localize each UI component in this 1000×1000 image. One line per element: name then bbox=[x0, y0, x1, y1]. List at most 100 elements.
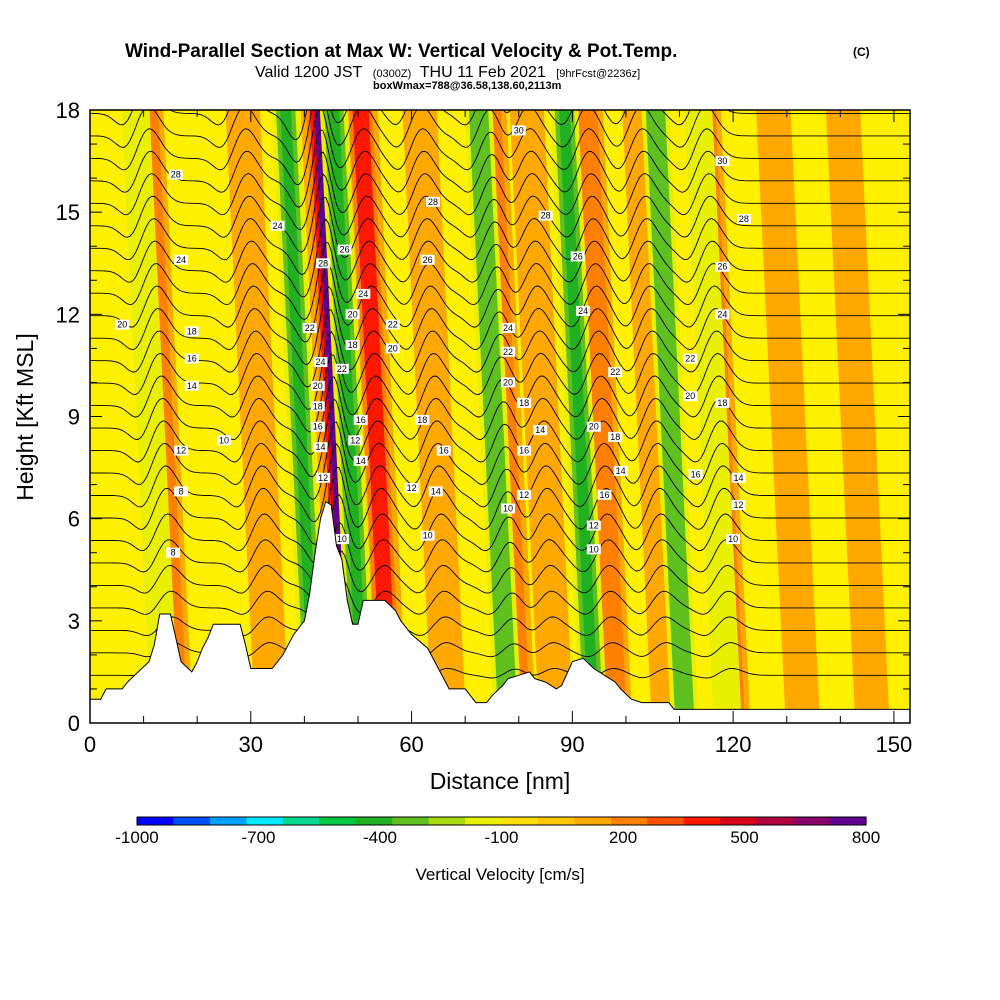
isentrope-line bbox=[90, 241, 910, 321]
contour-label: 18 bbox=[184, 326, 199, 337]
svg-text:12: 12 bbox=[733, 500, 743, 510]
svg-text:24: 24 bbox=[358, 289, 368, 299]
contour-label: 26 bbox=[570, 251, 585, 262]
svg-text:16: 16 bbox=[599, 490, 609, 500]
colorbar-tick-label: -1000 bbox=[115, 828, 158, 847]
svg-text:24: 24 bbox=[273, 221, 283, 231]
contour-label: 18 bbox=[715, 397, 730, 408]
plot-area: 8812101416182024242828222420181614121026… bbox=[90, 110, 910, 723]
contour-label: 30 bbox=[511, 125, 526, 136]
colorbar-tick-label: 500 bbox=[730, 828, 758, 847]
isentrope-line bbox=[90, 263, 910, 343]
colorbar-swatch bbox=[720, 817, 758, 825]
contour-label: 12 bbox=[586, 520, 601, 531]
svg-text:22: 22 bbox=[685, 354, 695, 364]
colorbar-swatch bbox=[647, 817, 685, 825]
svg-text:24: 24 bbox=[717, 309, 727, 319]
downdraft-band bbox=[280, 110, 321, 723]
svg-text:12: 12 bbox=[176, 446, 186, 456]
colorbar-tick-label: -100 bbox=[484, 828, 518, 847]
svg-text:14: 14 bbox=[535, 425, 545, 435]
colorbar-swatch bbox=[829, 817, 867, 825]
box-wmax-info: boxWmax=788@36.58,138.60,2113m bbox=[373, 80, 562, 92]
isentrope-line bbox=[90, 110, 910, 185]
colorbar-frame bbox=[136, 816, 867, 826]
svg-text:14: 14 bbox=[187, 381, 197, 391]
svg-text:20: 20 bbox=[589, 422, 599, 432]
y-tick-label: 6 bbox=[68, 507, 80, 532]
isentrope-contours bbox=[90, 110, 910, 682]
svg-text:16: 16 bbox=[187, 354, 197, 364]
contour-label: 18 bbox=[310, 401, 325, 412]
forecast-info: [9hrFcst@2236z] bbox=[556, 68, 640, 80]
contour-label: 14 bbox=[184, 380, 199, 391]
contour-label: 14 bbox=[731, 472, 746, 483]
svg-text:12: 12 bbox=[519, 490, 529, 500]
x-tick-label: 60 bbox=[399, 732, 423, 757]
svg-text:22: 22 bbox=[337, 364, 347, 374]
colorbar-swatch bbox=[428, 817, 466, 825]
svg-text:26: 26 bbox=[717, 262, 727, 272]
colorbar-tick-label: -400 bbox=[363, 828, 397, 847]
svg-text:22: 22 bbox=[610, 367, 620, 377]
isentrope-line bbox=[90, 493, 910, 565]
contour-label: 10 bbox=[726, 534, 741, 545]
svg-text:12: 12 bbox=[407, 483, 417, 493]
colorbar-swatch bbox=[137, 817, 174, 825]
contour-label: 10 bbox=[334, 534, 349, 545]
y-tick-label: 15 bbox=[56, 200, 80, 225]
svg-text:28: 28 bbox=[739, 214, 749, 224]
isentrope-line bbox=[90, 285, 910, 365]
contour-label: 22 bbox=[608, 367, 623, 378]
svg-text:28: 28 bbox=[428, 197, 438, 207]
colorbar-swatch bbox=[501, 817, 539, 825]
contour-label: 14 bbox=[533, 425, 548, 436]
svg-text:14: 14 bbox=[431, 486, 441, 496]
isentrope-line bbox=[90, 218, 910, 298]
updraft-band bbox=[574, 110, 627, 723]
svg-text:22: 22 bbox=[503, 347, 513, 357]
svg-text:14: 14 bbox=[616, 466, 626, 476]
contour-label: 22 bbox=[334, 363, 349, 374]
contour-label: 24 bbox=[270, 220, 285, 231]
isentrope-line bbox=[90, 522, 910, 585]
svg-text:18: 18 bbox=[417, 415, 427, 425]
colorbar-swatch bbox=[209, 817, 247, 825]
downdraft-band bbox=[468, 110, 518, 723]
colorbar-tick-label: -700 bbox=[241, 828, 275, 847]
contour-label: 16 bbox=[597, 489, 612, 500]
svg-text:20: 20 bbox=[388, 343, 398, 353]
svg-text:16: 16 bbox=[691, 469, 701, 479]
colorbar-swatch bbox=[610, 817, 648, 825]
svg-text:10: 10 bbox=[589, 544, 599, 554]
contour-label: 22 bbox=[302, 323, 317, 333]
contour-label: 20 bbox=[385, 343, 400, 354]
x-tick-label: 0 bbox=[84, 732, 96, 757]
contour-label: 12 bbox=[731, 500, 746, 510]
svg-text:24: 24 bbox=[315, 357, 325, 367]
colorbar-swatch bbox=[683, 817, 721, 825]
svg-text:18: 18 bbox=[348, 340, 358, 350]
svg-text:12: 12 bbox=[350, 435, 360, 445]
contour-label: 8 bbox=[174, 486, 189, 497]
svg-text:10: 10 bbox=[503, 504, 513, 514]
svg-text:16: 16 bbox=[313, 422, 323, 432]
contour-label: 10 bbox=[501, 503, 515, 514]
contour-label: 18 bbox=[608, 431, 623, 442]
svg-text:28: 28 bbox=[318, 258, 328, 268]
isentrope-line bbox=[90, 421, 910, 500]
y-axis: 0 3 6 9 12 15 18 bbox=[56, 98, 910, 736]
y-axis-label: Height [Kft MSL] bbox=[12, 333, 38, 500]
colorbar-swatch bbox=[756, 817, 794, 825]
colorbar-swatch bbox=[173, 817, 211, 825]
isentrope-line bbox=[90, 330, 910, 410]
contour-label: 26 bbox=[420, 255, 435, 265]
contour-label: 20 bbox=[345, 309, 360, 320]
contour-label: 12 bbox=[517, 489, 532, 500]
svg-text:20: 20 bbox=[313, 381, 323, 391]
svg-text:26: 26 bbox=[340, 245, 350, 255]
contour-label: 10 bbox=[217, 435, 231, 446]
isentrope-line bbox=[90, 354, 910, 433]
x-tick-label: 90 bbox=[560, 732, 584, 757]
contour-label: 20 bbox=[310, 380, 325, 391]
